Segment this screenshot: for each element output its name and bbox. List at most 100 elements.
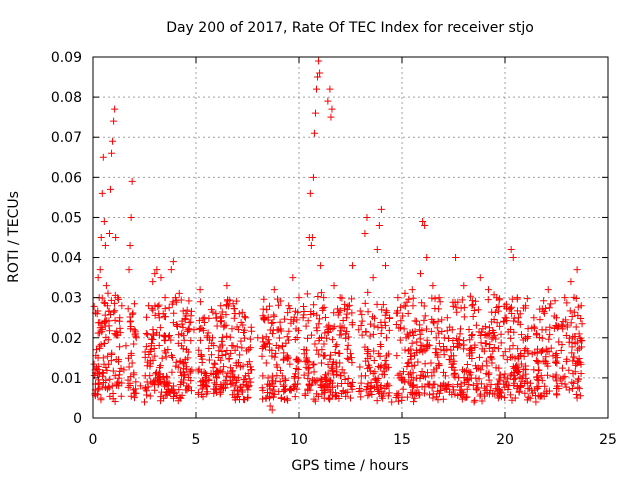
data-point-marker xyxy=(500,318,508,326)
data-point-marker xyxy=(180,372,188,380)
data-point-marker xyxy=(338,294,346,302)
data-point-marker xyxy=(475,353,483,361)
data-point-marker xyxy=(530,314,538,322)
data-point-marker xyxy=(310,360,318,368)
data-point-marker xyxy=(156,377,164,385)
data-point-marker xyxy=(124,376,132,384)
data-point-marker xyxy=(375,221,383,229)
data-point-marker xyxy=(218,308,226,316)
data-point-marker xyxy=(357,379,365,387)
data-point-marker xyxy=(559,325,567,333)
data-point-marker xyxy=(487,381,495,389)
data-point-marker xyxy=(97,341,105,349)
data-point-marker xyxy=(330,282,338,290)
data-point-marker xyxy=(467,369,475,377)
data-point-marker xyxy=(439,342,447,350)
data-point-marker xyxy=(437,381,445,389)
data-point-marker xyxy=(220,363,228,371)
data-point-marker xyxy=(526,394,534,402)
data-point-marker xyxy=(107,357,115,365)
data-point-marker xyxy=(272,349,280,357)
y-tick-label: 0 xyxy=(73,411,82,427)
data-point-marker xyxy=(144,358,152,366)
data-point-marker xyxy=(276,378,284,386)
data-point-marker xyxy=(115,317,123,325)
data-point-marker xyxy=(406,369,414,377)
data-point-marker xyxy=(334,382,342,390)
data-point-marker xyxy=(378,306,386,314)
data-point-marker xyxy=(369,330,377,338)
data-point-marker xyxy=(385,382,393,390)
data-point-marker xyxy=(227,349,235,357)
data-point-marker xyxy=(260,315,268,323)
data-point-marker xyxy=(430,368,438,376)
data-point-marker xyxy=(397,324,405,332)
data-point-marker xyxy=(513,363,521,371)
data-point-marker xyxy=(279,356,287,364)
data-point-marker xyxy=(428,294,436,302)
data-point-marker xyxy=(466,292,474,300)
data-point-marker xyxy=(204,329,212,337)
data-point-marker xyxy=(410,398,418,406)
data-point-marker xyxy=(313,346,321,354)
data-point-marker xyxy=(487,354,495,362)
data-point-marker xyxy=(348,359,356,367)
data-point-marker xyxy=(260,314,268,322)
data-point-marker xyxy=(517,383,525,391)
data-point-marker xyxy=(432,334,440,342)
data-point-marker xyxy=(283,395,291,403)
data-point-marker xyxy=(277,395,285,403)
data-point-marker xyxy=(526,379,534,387)
data-point-marker xyxy=(344,341,352,349)
data-point-marker xyxy=(439,395,447,403)
data-point-marker xyxy=(572,294,580,302)
data-point-marker xyxy=(442,385,450,393)
data-point-marker xyxy=(275,334,283,342)
data-point-marker xyxy=(507,303,515,311)
data-point-marker xyxy=(568,385,576,393)
data-point-marker xyxy=(574,303,582,311)
data-point-marker xyxy=(264,374,272,382)
data-point-marker xyxy=(408,328,416,336)
data-point-marker xyxy=(519,365,527,373)
data-point-marker xyxy=(575,354,583,362)
data-point-marker xyxy=(568,312,576,320)
data-point-marker xyxy=(155,342,163,350)
data-point-marker xyxy=(542,353,550,361)
data-point-marker xyxy=(401,346,409,354)
data-point-marker xyxy=(553,391,561,399)
data-point-marker xyxy=(205,356,213,364)
data-point-marker xyxy=(259,372,267,380)
data-point-marker xyxy=(460,345,468,353)
data-point-marker xyxy=(99,369,107,377)
data-point-marker xyxy=(199,315,207,323)
data-point-marker xyxy=(162,353,170,361)
data-point-marker xyxy=(162,380,170,388)
data-point-marker xyxy=(434,353,442,361)
data-point-marker xyxy=(523,295,531,303)
data-point-marker xyxy=(373,300,381,308)
data-point-marker xyxy=(308,331,316,339)
data-point-marker xyxy=(380,367,388,375)
data-point-marker xyxy=(494,307,502,315)
data-point-marker xyxy=(126,382,134,390)
data-point-marker xyxy=(312,378,320,386)
data-point-marker xyxy=(92,364,100,372)
data-point-marker xyxy=(448,326,456,334)
data-point-marker xyxy=(430,319,438,327)
data-point-marker xyxy=(364,308,372,316)
data-point-marker xyxy=(397,317,405,325)
data-point-marker xyxy=(330,309,338,317)
data-point-marker xyxy=(184,384,192,392)
data-point-marker xyxy=(325,382,333,390)
data-point-marker xyxy=(409,302,417,310)
data-point-marker xyxy=(283,333,291,341)
data-point-marker xyxy=(111,316,119,324)
data-point-marker xyxy=(366,332,374,340)
data-point-marker xyxy=(326,355,334,363)
data-point-marker xyxy=(274,295,282,303)
data-point-marker xyxy=(377,205,385,213)
data-point-marker xyxy=(266,402,274,410)
data-point-marker xyxy=(311,397,319,405)
data-point-marker xyxy=(264,313,272,321)
